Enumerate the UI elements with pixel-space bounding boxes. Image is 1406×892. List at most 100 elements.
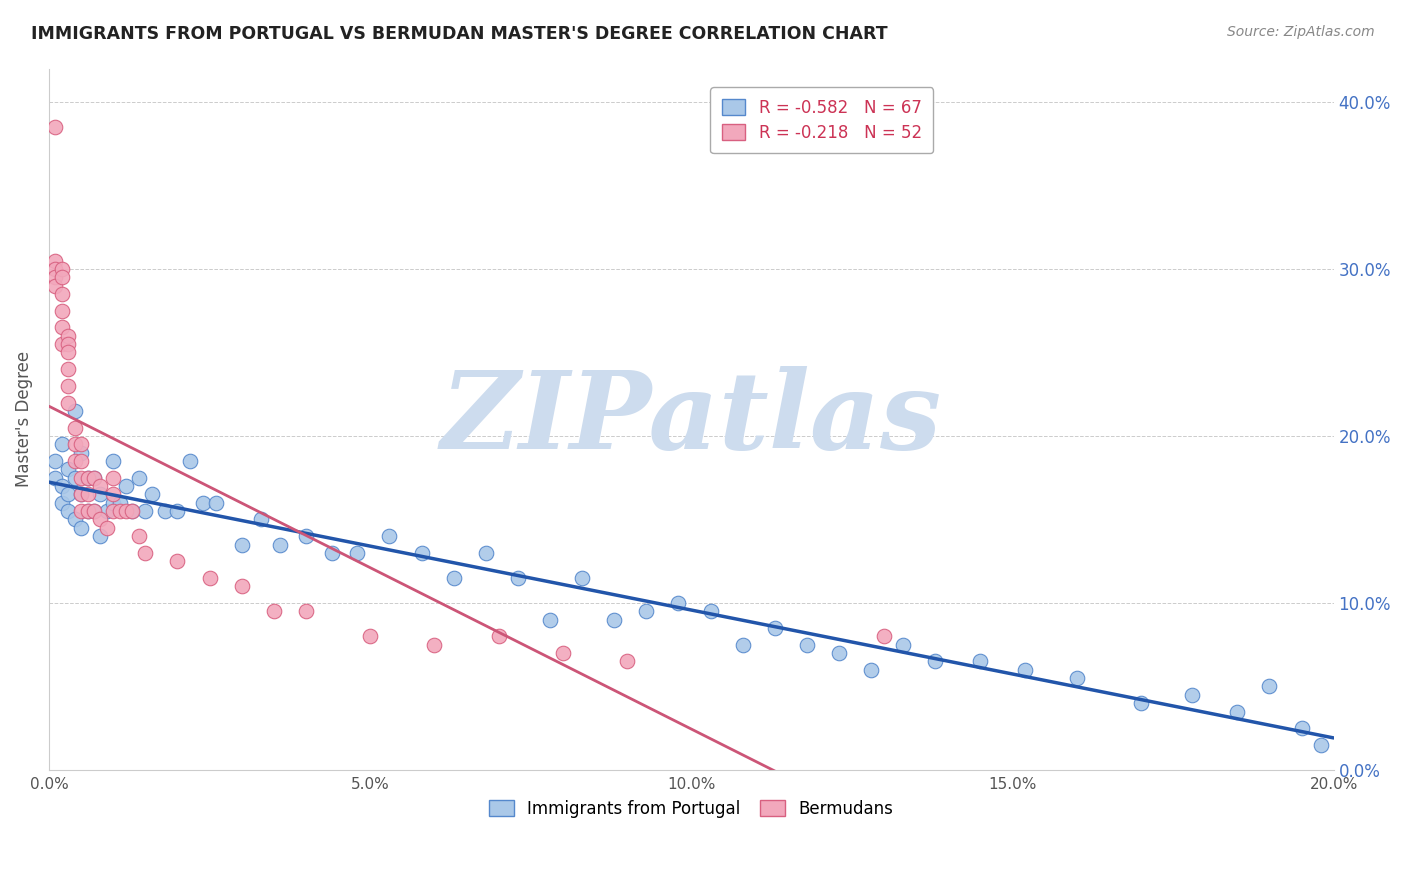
Point: [359, 629, 381, 643]
Point: [76, 504, 98, 518]
Point: [89, 512, 111, 526]
Point: [166, 504, 188, 518]
Point: [44, 471, 66, 485]
Point: [103, 471, 125, 485]
Point: [51, 287, 73, 301]
Point: [76, 471, 98, 485]
Point: [321, 546, 343, 560]
Point: [58, 462, 80, 476]
Point: [44, 270, 66, 285]
Text: ZIPatlas: ZIPatlas: [440, 367, 942, 472]
Point: [668, 596, 690, 610]
Point: [76, 471, 98, 485]
Point: [1291, 721, 1313, 735]
Point: [51, 337, 73, 351]
Point: [474, 546, 496, 560]
Point: [166, 554, 188, 568]
Point: [121, 504, 143, 518]
Point: [103, 454, 125, 468]
Point: [488, 629, 510, 643]
Point: [128, 471, 150, 485]
Point: [1129, 696, 1152, 710]
Point: [411, 546, 433, 560]
Point: [58, 379, 80, 393]
Point: [76, 504, 98, 518]
Point: [44, 278, 66, 293]
Point: [551, 646, 574, 660]
Point: [115, 504, 138, 518]
Point: [51, 320, 73, 334]
Point: [731, 638, 754, 652]
Point: [1226, 705, 1249, 719]
Point: [58, 504, 80, 518]
Point: [134, 504, 156, 518]
Point: [1066, 671, 1088, 685]
Point: [70, 445, 93, 459]
Point: [44, 253, 66, 268]
Point: [44, 262, 66, 277]
Point: [103, 504, 125, 518]
Point: [1014, 663, 1036, 677]
Point: [58, 337, 80, 351]
Point: [96, 521, 118, 535]
Point: [346, 546, 368, 560]
Point: [51, 479, 73, 493]
Point: [63, 512, 86, 526]
Point: [891, 638, 914, 652]
Point: [571, 571, 593, 585]
Point: [179, 454, 201, 468]
Point: [198, 571, 221, 585]
Point: [423, 638, 446, 652]
Point: [115, 479, 138, 493]
Point: [51, 262, 73, 277]
Point: [873, 629, 896, 643]
Point: [378, 529, 401, 543]
Point: [70, 487, 93, 501]
Point: [58, 362, 80, 376]
Point: [108, 504, 131, 518]
Point: [44, 120, 66, 134]
Point: [70, 504, 93, 518]
Point: [83, 471, 105, 485]
Point: [58, 395, 80, 409]
Point: [250, 512, 273, 526]
Point: [538, 613, 561, 627]
Point: [51, 303, 73, 318]
Point: [70, 454, 93, 468]
Legend: Immigrants from Portugal, Bermudans: Immigrants from Portugal, Bermudans: [482, 794, 900, 825]
Point: [51, 270, 73, 285]
Text: IMMIGRANTS FROM PORTUGAL VS BERMUDAN MASTER'S DEGREE CORRELATION CHART: IMMIGRANTS FROM PORTUGAL VS BERMUDAN MAS…: [31, 25, 887, 43]
Point: [83, 504, 105, 518]
Point: [231, 537, 253, 551]
Point: [636, 604, 658, 618]
Point: [1309, 738, 1331, 752]
Point: [58, 487, 80, 501]
Point: [443, 571, 465, 585]
Point: [506, 571, 529, 585]
Point: [63, 420, 86, 434]
Point: [63, 454, 86, 468]
Point: [76, 487, 98, 501]
Point: [205, 496, 228, 510]
Point: [295, 529, 318, 543]
Point: [83, 504, 105, 518]
Point: [89, 479, 111, 493]
Text: Source: ZipAtlas.com: Source: ZipAtlas.com: [1227, 25, 1375, 39]
Point: [70, 437, 93, 451]
Y-axis label: Master's Degree: Master's Degree: [15, 351, 32, 487]
Point: [103, 496, 125, 510]
Point: [231, 579, 253, 593]
Point: [70, 471, 93, 485]
Point: [860, 663, 883, 677]
Point: [191, 496, 214, 510]
Point: [616, 655, 638, 669]
Point: [70, 521, 93, 535]
Point: [796, 638, 818, 652]
Point: [51, 496, 73, 510]
Point: [269, 537, 291, 551]
Point: [103, 487, 125, 501]
Point: [58, 328, 80, 343]
Point: [134, 546, 156, 560]
Point: [121, 504, 143, 518]
Point: [295, 604, 318, 618]
